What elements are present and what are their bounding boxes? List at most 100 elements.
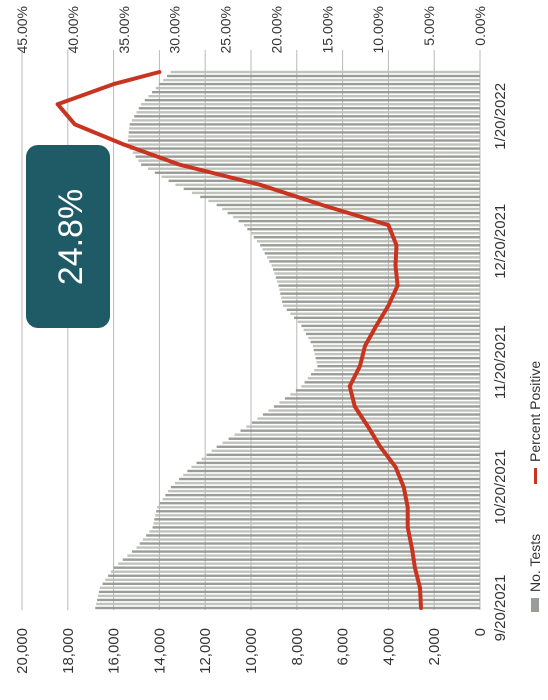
percent-positive-point: [122, 143, 125, 146]
tests-bar: [105, 578, 480, 581]
tests-bar: [148, 94, 480, 98]
percent-positive-point: [420, 607, 422, 609]
tests-bar: [144, 99, 480, 102]
percent-positive-point: [411, 546, 413, 549]
right-axis-tick-label: 10.00%: [370, 6, 386, 53]
tests-bar: [136, 546, 480, 549]
tests-bar: [129, 127, 480, 130]
tests-bar: [267, 256, 480, 259]
percent-positive-point: [379, 445, 382, 448]
tests-bar: [128, 135, 481, 138]
right-axis-tick-label: 25.00%: [218, 6, 234, 53]
percent-positive-point: [354, 405, 356, 408]
left-axis-tick-label: 16,000: [106, 628, 123, 674]
tests-bar: [127, 143, 480, 146]
tests-bar: [211, 449, 480, 453]
tests-bar: [277, 280, 480, 283]
tests-bar: [118, 562, 481, 565]
tests-bar: [99, 586, 481, 590]
right-axis-tick-label: 40.00%: [65, 6, 81, 53]
tests-bar: [187, 469, 480, 473]
tests-bar: [314, 352, 480, 356]
tests-bar: [152, 90, 480, 94]
tests-bar: [200, 195, 481, 199]
tests-bar: [297, 320, 480, 324]
tests-bar: [96, 602, 481, 606]
percent-positive-point: [394, 264, 397, 267]
tests-bar: [240, 429, 480, 432]
percent-positive-line-group: [55, 70, 423, 610]
percent-positive-point: [406, 506, 409, 509]
tests-bar: [167, 74, 481, 78]
date-axis-tick-label: 12/20/2021: [492, 204, 509, 279]
tests-bar: [234, 433, 480, 436]
right-axis-tick-label: 0.00%: [472, 6, 488, 46]
tests-bar: [269, 260, 480, 263]
tests-bar: [138, 107, 481, 110]
tests-bar: [222, 441, 480, 444]
left-axis-tick-label: 14,000: [151, 628, 168, 674]
percent-positive-point: [387, 304, 390, 307]
tests-bar: [152, 526, 480, 529]
tests-bar: [310, 340, 480, 344]
tests-bar: [283, 304, 480, 307]
tests-bar: [313, 348, 480, 352]
tests-bar: [314, 369, 480, 372]
tests-bar: [175, 183, 480, 187]
tests-bar: [244, 223, 480, 227]
percent-positive-point: [158, 71, 161, 73]
tests-bar: [282, 300, 480, 303]
percent-positive-point: [402, 486, 405, 488]
tests-bar: [310, 373, 480, 376]
tests-bar: [155, 86, 480, 90]
tests-bar: [138, 159, 480, 162]
tests-bar: [156, 510, 480, 513]
tests-bar: [153, 522, 481, 525]
tests-bar: [278, 284, 480, 287]
tests-bar: [134, 115, 480, 118]
left-axis-tick-label: 2,000: [426, 628, 443, 666]
tests-bar: [273, 405, 480, 408]
tests-bar: [274, 272, 480, 275]
left-axis-tick-label: 0: [472, 628, 489, 636]
tests-bar: [97, 598, 480, 602]
tests-bar: [135, 155, 481, 158]
legend-swatch-percent-positive: [534, 468, 537, 484]
tests-bar: [110, 570, 481, 573]
percent-positive-point: [387, 224, 390, 226]
percent-positive-point: [348, 385, 351, 388]
percent-positive-point: [259, 184, 261, 186]
tests-bar: [196, 461, 481, 465]
tests-bars: [95, 70, 481, 610]
tests-bar: [168, 179, 480, 183]
callout-annotation: 24.8%: [26, 145, 110, 328]
tests-bar: [95, 606, 480, 610]
tests-bar: [108, 574, 480, 577]
tests-bar: [290, 393, 480, 396]
tests-bar: [174, 481, 481, 485]
legend: No. Tests Percent Positive: [527, 361, 543, 612]
tests-bar: [286, 308, 480, 311]
right-axis-tick-labels: 45.00% 40.00% 35.00% 30.00% 25.00% 20.00% 15.0…: [14, 6, 488, 53]
date-axis-tick-label: 9/20/2021: [492, 575, 509, 642]
left-axis-tick-label: 12,000: [197, 628, 214, 674]
tests-bar: [201, 457, 480, 461]
tests-bar: [316, 360, 480, 364]
tests-bar: [280, 292, 480, 295]
tests-bar: [238, 219, 480, 223]
tests-bar: [206, 453, 480, 457]
tests-bar: [247, 227, 480, 231]
tests-bar: [253, 236, 480, 239]
tests-bar: [98, 594, 480, 598]
percent-positive-line: [55, 70, 423, 610]
tests-bar: [127, 139, 480, 142]
right-axis-tick-label: 5.00%: [421, 6, 437, 46]
tests-bar: [301, 385, 480, 388]
tests-bar: [136, 111, 480, 114]
tests-bar: [154, 518, 480, 521]
tests-bar: [157, 506, 481, 509]
percent-positive-point: [56, 103, 59, 106]
tests-bar: [294, 316, 480, 320]
